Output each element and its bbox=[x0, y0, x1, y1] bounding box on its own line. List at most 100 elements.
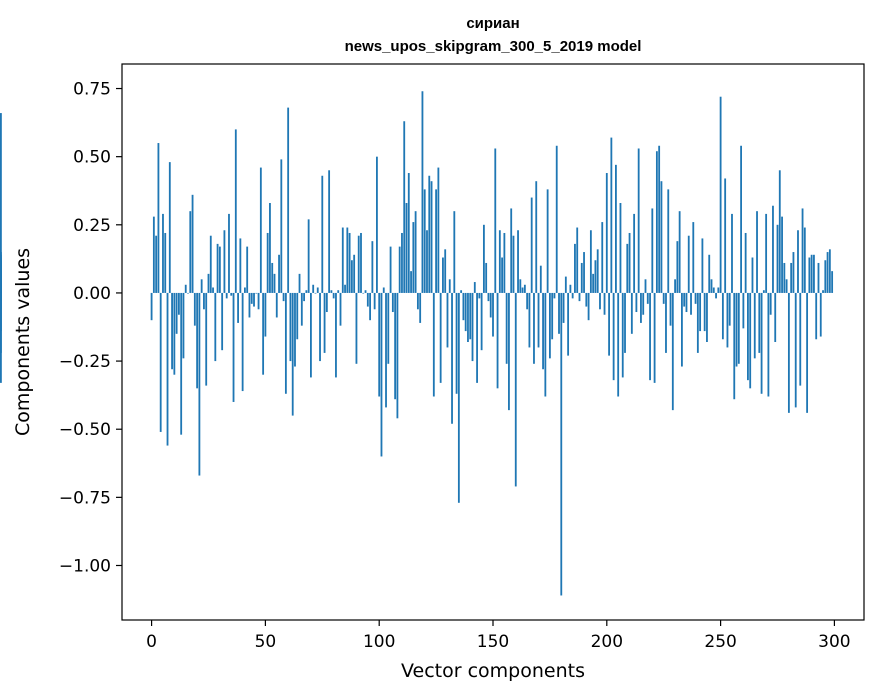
bar-246 bbox=[710, 279, 713, 293]
bar-136 bbox=[460, 290, 463, 293]
bar-262 bbox=[747, 292, 749, 381]
bar-56 bbox=[278, 254, 280, 293]
bar-70 bbox=[310, 292, 312, 378]
x-axis-label: Vector components bbox=[401, 660, 585, 682]
bar-217 bbox=[644, 279, 647, 293]
bar-205 bbox=[617, 292, 620, 397]
bar-294 bbox=[819, 292, 822, 337]
bar-250 bbox=[719, 96, 722, 293]
bar-2 bbox=[155, 235, 158, 293]
bar-185 bbox=[571, 292, 574, 299]
bar-17 bbox=[189, 211, 192, 293]
x-axis: 0 50 100 150 200 250 300 bbox=[146, 620, 851, 652]
bar-138 bbox=[464, 292, 467, 332]
bar-125 bbox=[435, 189, 438, 293]
bar-166 bbox=[528, 292, 531, 348]
bar-119 bbox=[421, 91, 424, 293]
bar-173 bbox=[544, 292, 547, 397]
bar-146 bbox=[482, 224, 485, 293]
bar-174 bbox=[546, 189, 549, 293]
bar-22 bbox=[200, 279, 203, 293]
bar-259 bbox=[740, 145, 742, 293]
bar-213 bbox=[635, 292, 638, 313]
bar-135 bbox=[457, 292, 460, 503]
bar-0 bbox=[150, 292, 153, 321]
bar-263 bbox=[749, 292, 752, 389]
bar-158 bbox=[510, 208, 513, 293]
bar-undefined bbox=[0, 292, 2, 353]
bar-72 bbox=[314, 292, 317, 294]
bar-277 bbox=[781, 216, 783, 293]
bar-63 bbox=[294, 292, 296, 367]
bar-293 bbox=[817, 262, 820, 293]
bar-undefined bbox=[0, 113, 2, 293]
x-tick-label-100: 100 bbox=[363, 632, 395, 652]
bar-227 bbox=[667, 189, 670, 293]
bar-202 bbox=[610, 137, 613, 293]
bar-165 bbox=[526, 292, 529, 310]
bar-291 bbox=[813, 254, 815, 293]
bar-238 bbox=[692, 222, 695, 293]
bar-219 bbox=[649, 292, 651, 381]
bar-194 bbox=[592, 273, 595, 293]
bar-164 bbox=[523, 284, 526, 293]
bar-124 bbox=[432, 292, 435, 397]
bar-8 bbox=[168, 162, 171, 293]
bar-156 bbox=[505, 292, 508, 364]
bar-271 bbox=[767, 292, 770, 397]
bar-45 bbox=[253, 292, 255, 307]
bar-267 bbox=[758, 292, 761, 353]
bar-123 bbox=[430, 181, 433, 293]
bar-94 bbox=[364, 290, 367, 293]
bar-3 bbox=[157, 143, 160, 293]
bar-29 bbox=[216, 243, 219, 293]
bar-220 bbox=[651, 208, 654, 293]
bar-93 bbox=[362, 292, 365, 294]
bar-299 bbox=[831, 271, 834, 293]
bar-226 bbox=[665, 292, 667, 353]
y-tick-label-0: −1.00 bbox=[59, 556, 111, 576]
bar-127 bbox=[439, 292, 442, 383]
bar-236 bbox=[687, 235, 690, 293]
x-tick-label-250: 250 bbox=[704, 632, 736, 652]
bar-118 bbox=[419, 292, 422, 323]
bar-145 bbox=[480, 292, 483, 351]
bar-229 bbox=[671, 292, 674, 411]
bar-163 bbox=[521, 287, 524, 293]
bar-287 bbox=[803, 227, 806, 293]
bar-7 bbox=[166, 292, 169, 446]
bar-276 bbox=[778, 170, 781, 293]
bar-208 bbox=[624, 292, 626, 353]
bar-255 bbox=[731, 213, 733, 293]
bar-97 bbox=[371, 241, 374, 293]
bar-57 bbox=[280, 159, 283, 293]
bar-65 bbox=[298, 273, 301, 293]
bar-69 bbox=[307, 219, 310, 293]
bar-233 bbox=[681, 292, 683, 367]
bar-44 bbox=[250, 292, 253, 304]
bar-153 bbox=[498, 230, 501, 293]
bar-103 bbox=[385, 292, 387, 408]
bar-37 bbox=[234, 129, 237, 293]
bar-121 bbox=[426, 230, 428, 293]
bar-21 bbox=[198, 292, 201, 476]
bar-120 bbox=[423, 189, 426, 293]
bar-169 bbox=[535, 181, 538, 293]
bar-130 bbox=[446, 292, 449, 348]
bar-139 bbox=[467, 292, 469, 342]
bar-265 bbox=[753, 292, 756, 359]
bar-274 bbox=[774, 292, 777, 342]
bar-176 bbox=[551, 292, 554, 340]
bar-197 bbox=[599, 292, 601, 310]
bar-78 bbox=[328, 170, 331, 293]
bar-285 bbox=[799, 292, 802, 386]
bar-50 bbox=[264, 292, 267, 337]
bar-261 bbox=[744, 232, 747, 293]
bar-245 bbox=[708, 254, 711, 293]
bar-204 bbox=[615, 164, 617, 293]
bar-11 bbox=[175, 292, 178, 334]
bar-269 bbox=[762, 290, 765, 293]
bar-41 bbox=[244, 287, 246, 293]
bar-288 bbox=[806, 292, 809, 413]
bar-234 bbox=[683, 292, 686, 307]
